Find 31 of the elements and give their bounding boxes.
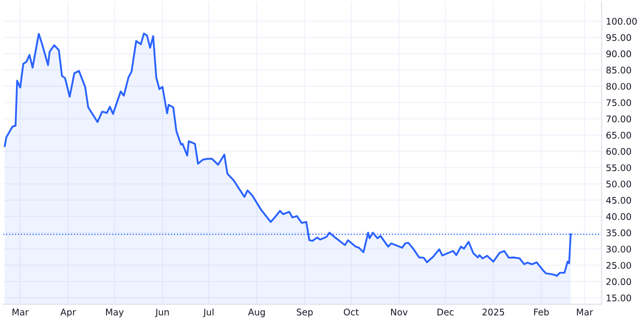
x-tick-label: Aug	[248, 308, 265, 318]
x-tick-label: Sep	[296, 308, 313, 318]
y-tick-label: 45.00	[606, 196, 632, 204]
x-tick-label: Apr	[60, 308, 76, 318]
y-tick-label: 95.00	[606, 34, 632, 41]
x-tick-label: Mar	[12, 308, 29, 316]
x-tick-label: Oct	[344, 308, 359, 316]
x-tick-label: Jul	[202, 308, 214, 318]
y-tick-label: 25.00	[606, 262, 632, 269]
y-tick-label: 30.00	[606, 246, 632, 253]
y-tick-label: 50.00	[606, 180, 632, 188]
y-tick-label: 80.00	[606, 82, 632, 90]
x-tick-label: Dec	[438, 308, 454, 316]
x-tick-label: Mar	[576, 308, 594, 316]
y-tick-label: 60.00	[606, 148, 632, 155]
x-tick-label: May	[106, 308, 124, 318]
x-tick-label: Nov	[391, 308, 408, 316]
y-tick-label: 75.00	[606, 99, 632, 106]
x-tick-label: 2025	[482, 308, 504, 316]
y-tick-label: 40.00	[606, 213, 632, 220]
y-tick-label: 90.00	[606, 50, 632, 58]
x-tick-label: Jun	[154, 308, 169, 318]
y-tick-label: 55.00	[606, 164, 632, 172]
y-tick-label: 35.00	[606, 229, 632, 236]
y-tick-label: 20.00	[606, 278, 632, 286]
y-tick-label: 100.00	[606, 18, 637, 25]
y-tick-label: 85.00	[606, 66, 632, 74]
y-tick-label: 65.00	[606, 132, 632, 139]
x-tick-label: Feb	[534, 308, 549, 316]
y-tick-label: 15.00	[606, 294, 632, 302]
y-tick-label: 70.00	[606, 116, 632, 122]
